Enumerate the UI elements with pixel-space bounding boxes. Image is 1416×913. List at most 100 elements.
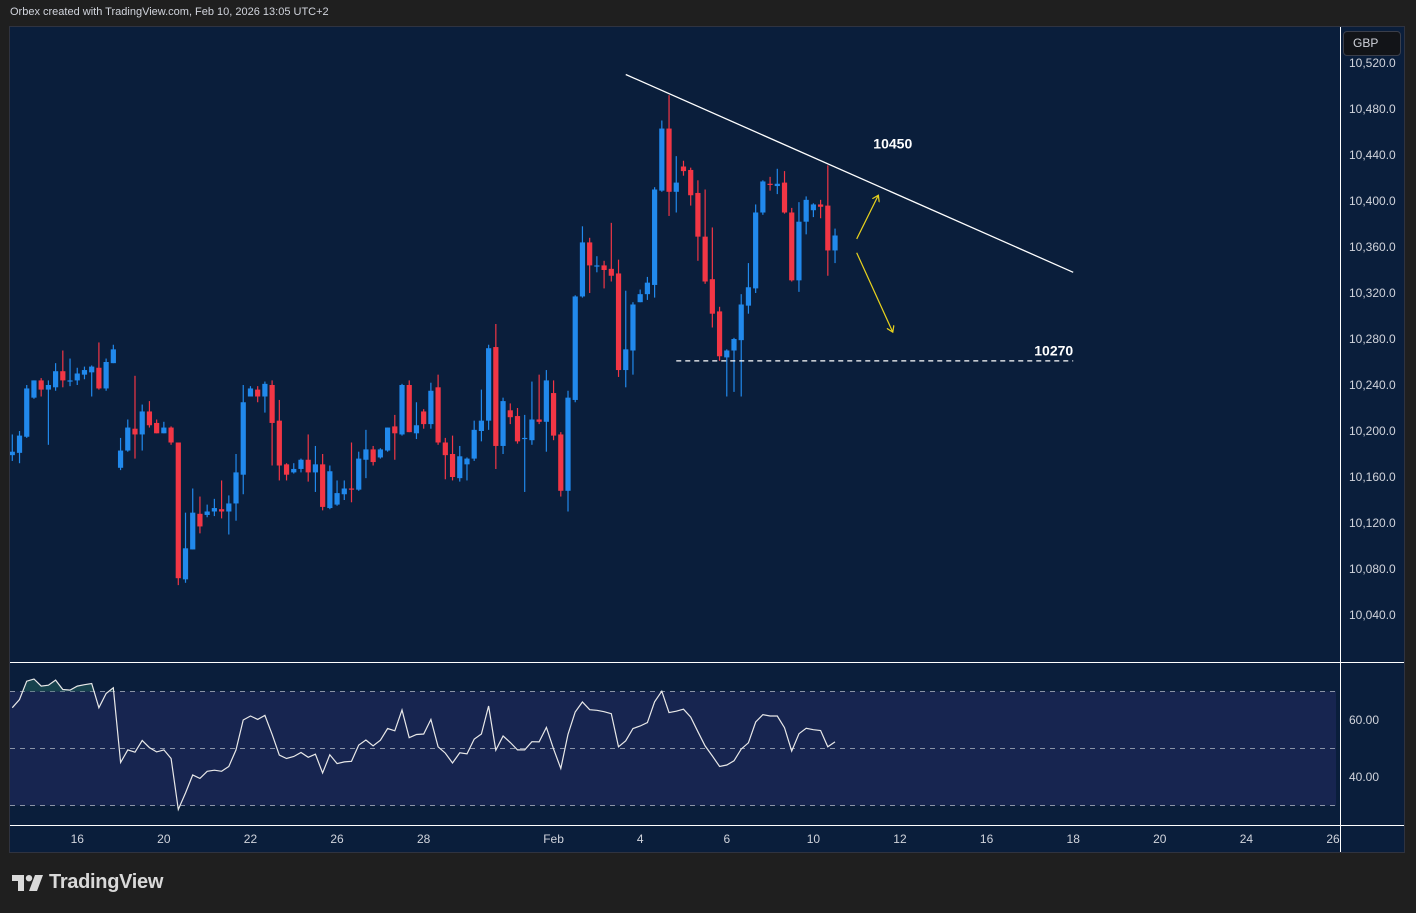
- candle[interactable]: [601, 260, 607, 289]
- candle[interactable]: [428, 382, 434, 429]
- rsi-axis[interactable]: 60.00 40.00: [1349, 713, 1379, 784]
- candle[interactable]: [168, 426, 174, 445]
- candle[interactable]: [550, 380, 557, 441]
- candle[interactable]: [421, 409, 427, 429]
- candle[interactable]: [312, 445, 319, 492]
- candle[interactable]: [522, 414, 528, 492]
- candle[interactable]: [688, 167, 694, 206]
- candle[interactable]: [356, 451, 362, 491]
- candle[interactable]: [615, 259, 622, 377]
- candle[interactable]: [442, 437, 448, 480]
- candle[interactable]: [514, 408, 521, 444]
- candle[interactable]: [536, 374, 542, 425]
- candle[interactable]: [89, 365, 95, 397]
- candle[interactable]: [197, 496, 203, 534]
- candle[interactable]: [457, 445, 463, 482]
- candle[interactable]: [630, 302, 636, 375]
- candle[interactable]: [413, 402, 420, 440]
- candle[interactable]: [262, 381, 268, 413]
- candle[interactable]: [673, 156, 679, 213]
- candle[interactable]: [760, 180, 766, 215]
- candle[interactable]: [825, 165, 831, 276]
- candle[interactable]: [370, 445, 376, 466]
- candle[interactable]: [125, 419, 131, 452]
- candle[interactable]: [341, 480, 347, 500]
- candle[interactable]: [10, 434, 15, 461]
- candle[interactable]: [695, 180, 701, 261]
- candle[interactable]: [478, 389, 485, 442]
- candle[interactable]: [471, 420, 477, 461]
- time-axis[interactable]: 16 20 22 26 28 Feb 4 6 10 12 16 18 20 24 26: [71, 832, 1340, 846]
- candle[interactable]: [579, 226, 586, 298]
- candle[interactable]: [659, 120, 665, 192]
- candle[interactable]: [283, 463, 290, 481]
- candle[interactable]: [587, 237, 593, 293]
- candle[interactable]: [709, 227, 715, 328]
- candle[interactable]: [161, 421, 167, 434]
- candle[interactable]: [781, 171, 788, 214]
- candle[interactable]: [74, 367, 80, 385]
- candle[interactable]: [53, 363, 59, 391]
- candle[interactable]: [291, 463, 297, 474]
- candle[interactable]: [276, 399, 282, 481]
- candle[interactable]: [572, 295, 578, 403]
- candle[interactable]: [832, 228, 838, 264]
- candle[interactable]: [182, 512, 189, 583]
- candle[interactable]: [731, 337, 737, 392]
- candle[interactable]: [103, 358, 109, 391]
- candle[interactable]: [154, 419, 160, 434]
- candle[interactable]: [680, 160, 687, 176]
- candle[interactable]: [666, 95, 672, 216]
- candle[interactable]: [384, 427, 391, 452]
- candle[interactable]: [644, 276, 650, 300]
- candle[interactable]: [435, 374, 441, 445]
- resistance-trendline[interactable]: [625, 73, 1074, 273]
- candle[interactable]: [327, 465, 333, 510]
- candle[interactable]: [24, 385, 30, 438]
- tradingview-logo[interactable]: TradingView: [12, 871, 163, 894]
- candle[interactable]: [724, 349, 730, 397]
- candle[interactable]: [745, 263, 752, 314]
- candle[interactable]: [543, 370, 549, 452]
- candle[interactable]: [738, 294, 744, 397]
- candle[interactable]: [608, 222, 614, 282]
- candle[interactable]: [652, 187, 658, 298]
- candle[interactable]: [96, 342, 102, 390]
- candle[interactable]: [507, 403, 513, 425]
- candle[interactable]: [31, 380, 37, 399]
- candle[interactable]: [218, 480, 225, 519]
- candle[interactable]: [767, 176, 773, 191]
- candle[interactable]: [493, 324, 499, 469]
- candle[interactable]: [233, 454, 239, 521]
- candle[interactable]: [38, 378, 44, 397]
- candle[interactable]: [558, 432, 564, 497]
- candle[interactable]: [81, 366, 88, 380]
- candle[interactable]: [399, 383, 405, 436]
- candle[interactable]: [117, 437, 124, 471]
- candle[interactable]: [334, 480, 340, 506]
- currency-badge[interactable]: GBP: [1343, 31, 1401, 56]
- candle[interactable]: [565, 390, 571, 512]
- candle[interactable]: [247, 386, 254, 397]
- candle[interactable]: [774, 168, 780, 195]
- candle[interactable]: [753, 204, 759, 293]
- candle[interactable]: [363, 429, 369, 479]
- candle[interactable]: [305, 434, 311, 482]
- candle[interactable]: [226, 495, 232, 535]
- candle[interactable]: [240, 385, 246, 495]
- arrow-up-icon[interactable]: [856, 195, 879, 240]
- candle[interactable]: [529, 381, 535, 445]
- candle[interactable]: [16, 431, 23, 464]
- candle[interactable]: [377, 448, 383, 459]
- price-axis[interactable]: 10,520.0 10,480.0 10,440.0 10,400.0 10,360.0…: [1349, 56, 1396, 622]
- candle[interactable]: [255, 386, 261, 403]
- candle[interactable]: [348, 442, 355, 503]
- candle[interactable]: [464, 457, 470, 481]
- candle[interactable]: [486, 344, 492, 430]
- candle[interactable]: [67, 358, 73, 387]
- candle[interactable]: [320, 454, 326, 511]
- candle[interactable]: [269, 380, 275, 466]
- candle[interactable]: [803, 196, 809, 235]
- candle[interactable]: [298, 458, 304, 473]
- candle[interactable]: [175, 442, 181, 586]
